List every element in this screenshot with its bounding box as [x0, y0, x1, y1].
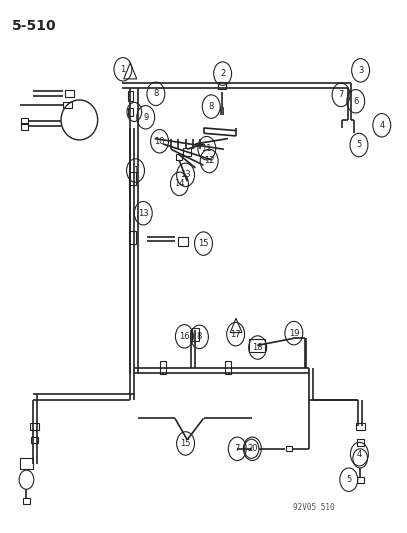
Bar [286, 446, 292, 451]
Text: 3: 3 [358, 66, 363, 75]
Bar [357, 439, 364, 446]
Bar [357, 477, 364, 483]
Text: 1: 1 [120, 65, 125, 74]
Text: 4: 4 [357, 450, 362, 458]
Bar [192, 328, 199, 342]
Bar [249, 339, 265, 352]
Bar [218, 82, 226, 89]
Text: 13: 13 [180, 171, 191, 179]
Bar [128, 108, 133, 116]
Text: 15: 15 [198, 239, 209, 248]
Text: 11: 11 [201, 144, 212, 152]
Text: 4: 4 [379, 121, 384, 130]
Bar [128, 91, 133, 101]
Bar [63, 102, 72, 108]
Text: 5-510: 5-510 [12, 19, 57, 33]
Text: 19: 19 [289, 329, 299, 337]
Bar [20, 458, 33, 469]
Bar [129, 172, 136, 185]
Bar [178, 237, 188, 246]
Text: 18: 18 [252, 343, 263, 352]
Text: 16: 16 [179, 332, 190, 341]
Text: 15: 15 [180, 439, 191, 448]
Text: 8: 8 [153, 90, 159, 98]
Bar [21, 123, 28, 130]
Bar [31, 437, 38, 443]
Bar [356, 423, 365, 430]
Bar [21, 118, 28, 124]
Bar [176, 154, 182, 160]
Bar [183, 148, 191, 156]
Text: 12: 12 [204, 157, 214, 165]
Text: 8: 8 [197, 333, 202, 341]
Bar [65, 90, 74, 97]
Text: 92V05 510: 92V05 510 [293, 503, 335, 512]
Text: 7: 7 [338, 91, 344, 99]
Text: 5: 5 [346, 475, 351, 484]
Bar [160, 361, 166, 374]
Text: 5: 5 [357, 141, 361, 149]
Bar [30, 423, 39, 430]
Bar [225, 361, 231, 374]
Text: 6: 6 [353, 97, 359, 106]
Text: 7: 7 [234, 445, 240, 453]
Text: 10: 10 [154, 137, 165, 146]
Bar [129, 230, 136, 244]
Text: 9: 9 [143, 113, 148, 122]
Text: 8: 8 [208, 102, 214, 111]
Text: 20: 20 [247, 445, 258, 453]
Text: 14: 14 [174, 180, 185, 188]
Text: 13: 13 [138, 209, 149, 217]
Text: 17: 17 [230, 330, 241, 338]
Bar [23, 498, 30, 504]
Text: 2: 2 [220, 69, 225, 78]
Text: 1: 1 [133, 166, 138, 175]
